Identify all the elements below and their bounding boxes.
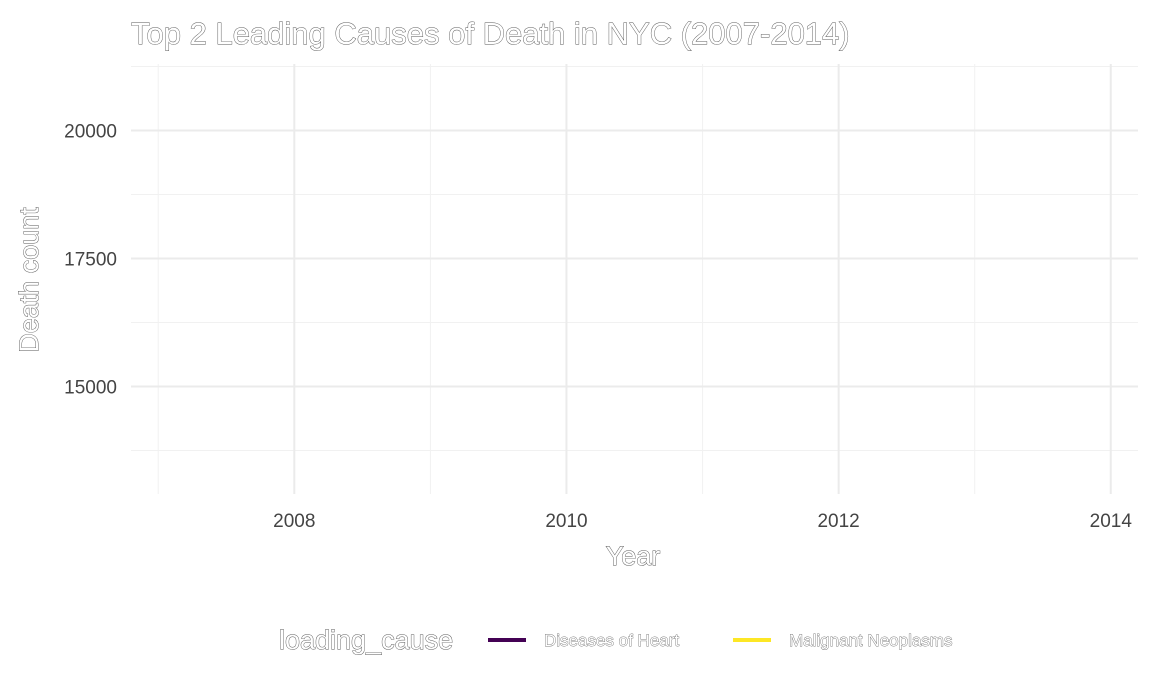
- x-tick-label: 2014: [1090, 511, 1133, 532]
- x-tick-label: 2008: [273, 511, 315, 532]
- chart-title: Top 2 Leading Causes of Death in NYC (20…: [131, 16, 850, 51]
- legend-label-diseases-of-heart: Diseases of Heart: [544, 631, 679, 650]
- legend-label-malignant-neoplasms: Malignant Neoplasms: [789, 631, 952, 650]
- legend-title: loading_cause: [279, 625, 453, 655]
- legend: loading_cause Diseases of Heart Malignan…: [279, 625, 953, 656]
- major-gridlines: [131, 64, 1138, 494]
- y-tick-label: 17500: [64, 250, 117, 271]
- y-tick-label: 20000: [64, 122, 117, 143]
- x-tick-label: 2010: [545, 511, 587, 532]
- minor-gridlines: [131, 64, 1138, 494]
- y-axis-label: Death count: [14, 207, 44, 353]
- y-tick-label: 15000: [64, 378, 117, 399]
- x-axis-tick-labels: 2008 2010 2012 2014: [273, 511, 1132, 532]
- y-axis-tick-labels: 15000 17500 20000: [64, 122, 117, 399]
- x-tick-label: 2012: [817, 511, 859, 532]
- x-axis-label: Year: [606, 541, 661, 571]
